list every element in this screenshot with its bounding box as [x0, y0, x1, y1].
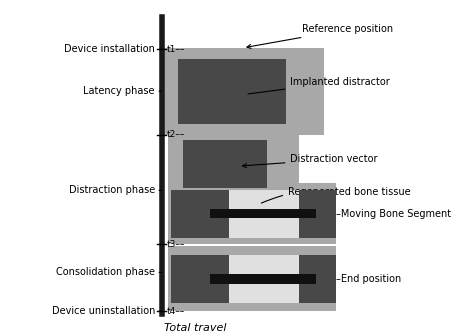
Bar — [216, 190, 311, 238]
Text: t3––: t3–– — [167, 240, 185, 249]
Text: Total travel: Total travel — [164, 323, 227, 333]
Text: –End position: –End position — [336, 274, 401, 283]
Text: Device uninstallation: Device uninstallation — [52, 306, 155, 316]
Bar — [210, 274, 316, 283]
Bar — [300, 190, 336, 238]
Text: t4––: t4–– — [167, 307, 185, 316]
Text: t1––: t1–– — [167, 45, 185, 54]
Bar — [216, 255, 311, 303]
Text: t2––: t2–– — [167, 130, 185, 139]
Text: Regenerated bone tissue: Regenerated bone tissue — [261, 187, 411, 203]
Text: Device installation: Device installation — [64, 45, 155, 54]
Text: Distraction phase: Distraction phase — [69, 185, 155, 195]
Text: Consolidation phase: Consolidation phase — [56, 267, 155, 277]
Text: Reference position: Reference position — [247, 24, 393, 48]
Bar — [162, 48, 324, 135]
Bar — [183, 140, 267, 188]
Text: Latency phase: Latency phase — [83, 86, 155, 96]
Bar — [168, 246, 336, 311]
Bar — [168, 183, 336, 245]
Bar — [171, 190, 229, 238]
Text: Implanted distractor: Implanted distractor — [248, 77, 390, 94]
Bar — [178, 59, 286, 124]
Text: Distraction vector: Distraction vector — [243, 154, 378, 168]
Bar — [300, 255, 336, 303]
Bar — [168, 131, 300, 197]
Text: –Moving Bone Segment: –Moving Bone Segment — [336, 208, 451, 218]
Bar — [171, 255, 229, 303]
Bar — [210, 209, 316, 218]
